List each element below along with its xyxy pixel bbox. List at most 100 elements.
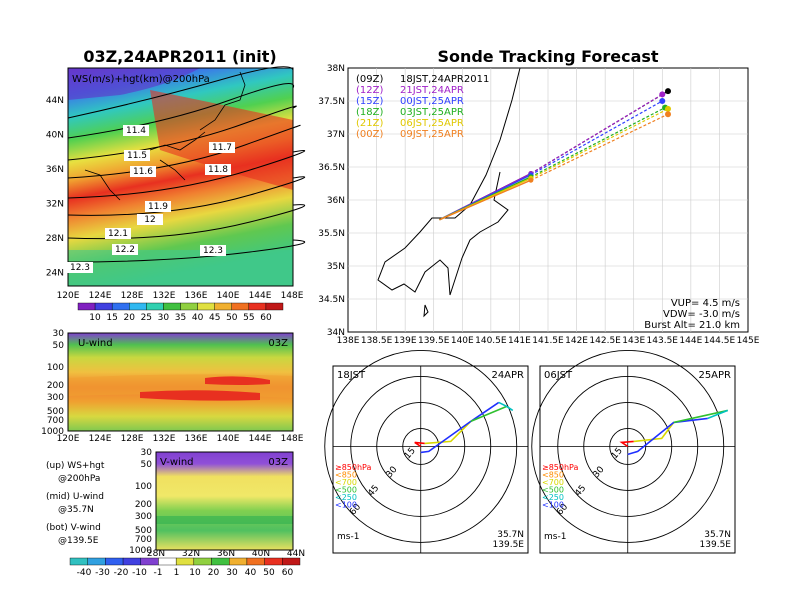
hodo-segment — [673, 409, 728, 424]
contour-label: 11.9 — [148, 202, 168, 212]
hodo-segment — [619, 440, 634, 448]
track-lon-tick: 141.5E — [532, 336, 564, 346]
hodo-segment — [470, 405, 508, 423]
hodo-legend-item: <100 — [335, 501, 357, 510]
u-p-tick: 30 — [53, 329, 65, 339]
colorbar-tick: 40 — [192, 313, 204, 323]
landing-point — [659, 98, 666, 104]
landing-point — [659, 91, 666, 98]
hodograph-24apr: 18JST 24APR1530456035.7N139.5Ems-1≥850hPa… — [324, 349, 529, 554]
hodo-legend-item: <700 — [542, 478, 564, 487]
ws-lat-tick: 40N — [46, 131, 64, 141]
contour-label: 12.2 — [115, 245, 135, 255]
colorbar-swatch — [231, 302, 250, 311]
hodo-segment — [633, 421, 675, 443]
track-lon-tick: 144.5E — [704, 336, 736, 346]
colorbar-swatch — [229, 557, 248, 566]
ws-colorbar: 10 15 20 25 30 35 40 45 50 55 60 — [77, 302, 284, 323]
u-p-tick: 300 — [47, 393, 64, 403]
v-lat-tick: 36N — [217, 549, 235, 559]
colorbar-swatch — [248, 302, 267, 311]
hodo-lon: 139.5E — [493, 540, 525, 550]
ws-lat-tick: 36N — [46, 165, 64, 175]
hodo-unit: ms-1 — [544, 532, 566, 542]
colorbar-tick: 40 — [245, 568, 257, 578]
track-lat-tick: 35.5N — [318, 229, 345, 239]
legend-zulu: (09Z) — [356, 74, 383, 85]
hodo-date: 25APR — [698, 370, 731, 381]
legend-zulu: (21Z) — [356, 118, 383, 129]
track-lat-tick: 36.5N — [318, 163, 345, 173]
colorbar-swatch — [211, 557, 230, 566]
colorbar-swatch — [77, 302, 96, 311]
colorbar-swatch — [146, 302, 164, 311]
coastlines — [84, 71, 246, 201]
hodo-time: 06JST — [544, 370, 573, 381]
note-line: (up) WS+hgt — [46, 461, 105, 471]
param-line: VUP= 4.5 m/s — [671, 298, 740, 309]
u-lon-tick: 136E — [185, 434, 208, 444]
colorbar-swatch — [105, 557, 124, 566]
colorbar-swatch — [282, 557, 301, 566]
colorbar-tick: 45 — [209, 313, 220, 323]
colorbar-tick: 20 — [123, 313, 135, 323]
colorbar-tick: 20 — [208, 568, 220, 578]
colorbar-swatch — [193, 557, 212, 566]
contour-label-box — [130, 166, 156, 177]
param-line: VDW= -3.0 m/s — [663, 309, 740, 320]
v-lat-tick: 40N — [252, 549, 270, 559]
hodo-legend-item: <250 — [542, 493, 564, 502]
u-p-tick: 200 — [47, 381, 64, 391]
u-p-tick: 50 — [53, 341, 65, 351]
u-p-tick: 500 — [47, 407, 64, 417]
track-lat-tick: 36N — [327, 196, 345, 206]
colorbar-tick: 15 — [106, 313, 117, 323]
track-lat-tick: 34N — [327, 328, 345, 338]
contour-label-box — [205, 164, 231, 175]
colorbar-tick: 10 — [89, 313, 101, 323]
hodo-legend-item: <850 — [542, 471, 564, 480]
track-map-panel: (09Z) 18JST,24APR2011 (12Z) 21JST,24APR (15Z… — [318, 64, 760, 346]
note-line: @139.5E — [58, 536, 99, 546]
colorbar-swatch — [180, 302, 198, 311]
contour-label-box — [67, 262, 93, 273]
colorbar-tick: 1 — [174, 568, 180, 578]
burst-point — [528, 177, 534, 183]
hodo-legend-item: ≥850hPa — [335, 463, 372, 472]
u-lon-tick: 148E — [281, 434, 304, 444]
track-line-drift — [530, 100, 663, 176]
ws-lat-tick: 44N — [46, 96, 64, 106]
contour-label: 12 — [144, 215, 155, 225]
track-lon-tick: 143.5E — [647, 336, 679, 346]
track-lon-tick: 142E — [565, 336, 588, 346]
colorbar-tick: -20 — [114, 568, 129, 578]
ws-lon-tick: 136E — [185, 291, 208, 301]
u-p-tick: 700 — [47, 416, 64, 426]
ws-map-panel: WS(m/s)+hgt(km)@200hPa 11.4 11.5 11.6 11.7 1… — [46, 66, 306, 301]
track-lon-tick: 140E — [451, 336, 474, 346]
contour-label: 11.6 — [133, 167, 153, 177]
colorbar-swatch — [69, 557, 88, 566]
legend-zulu: (00Z) — [356, 129, 383, 140]
hodo-legend-item: <700 — [335, 478, 357, 487]
track-line-drift — [530, 108, 669, 179]
colorbar-tick: 55 — [243, 313, 254, 323]
legend-jst: 06JST,25APR — [400, 118, 464, 129]
hodograph-25apr: 06JST 25APR1530456035.7N139.5Ems-1≥850hPa… — [531, 349, 736, 554]
v-p-tick: 500 — [135, 526, 152, 536]
track-lat-tick: 35N — [327, 262, 345, 272]
legend-jst: 18JST,24APR2011 — [400, 74, 489, 85]
colorbar-swatch — [163, 302, 181, 311]
u-lon-tick: 128E — [121, 434, 144, 444]
track-line-drift — [530, 93, 663, 175]
track-line-drift — [530, 107, 666, 178]
track-lon-tick: 140.5E — [475, 336, 507, 346]
u-lon-tick: 144E — [249, 434, 272, 444]
u-wind-time: 03Z — [268, 338, 288, 349]
ws-lat-tick: 24N — [46, 269, 64, 279]
colorbar-swatch — [264, 557, 283, 566]
colorbar-swatch — [111, 302, 130, 311]
hodo-segment — [414, 441, 425, 448]
v-p-tick: 700 — [135, 535, 152, 545]
left-title: 03Z,24APR2011 (init) — [83, 47, 276, 66]
